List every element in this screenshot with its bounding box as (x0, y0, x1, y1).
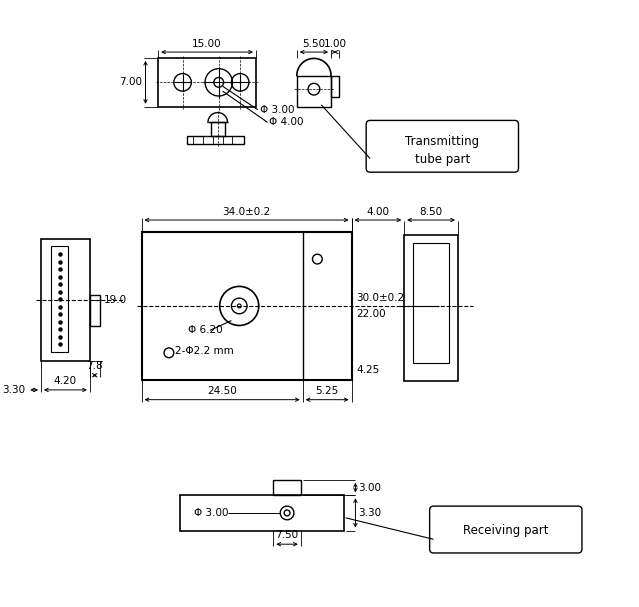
Text: 22.00: 22.00 (357, 309, 386, 319)
Text: 19.0: 19.0 (104, 294, 127, 305)
Text: 4.00: 4.00 (366, 207, 389, 217)
FancyBboxPatch shape (366, 120, 518, 172)
Text: Transmitting
tube part: Transmitting tube part (405, 135, 479, 166)
Bar (187, 136, 244, 144)
Bar (413, 243, 449, 362)
Text: Φ 6.20: Φ 6.20 (189, 325, 223, 335)
Text: Φ 3.00: Φ 3.00 (259, 104, 294, 115)
Text: 15.00: 15.00 (192, 39, 222, 49)
Text: 3.30: 3.30 (3, 385, 26, 395)
Text: Φ 4.00: Φ 4.00 (270, 117, 304, 127)
Bar (142, 232, 351, 380)
Text: 5.50: 5.50 (302, 39, 325, 49)
Text: 30.0±0.2: 30.0±0.2 (357, 293, 404, 303)
Text: 3.00: 3.00 (358, 483, 381, 492)
Bar (50, 246, 68, 352)
Text: 1.00: 1.00 (323, 39, 346, 49)
Bar (211, 123, 224, 136)
Text: 24.50: 24.50 (207, 386, 237, 396)
Bar (158, 58, 256, 107)
Bar (90, 295, 100, 327)
Text: Receiving part: Receiving part (463, 524, 548, 537)
Text: Φ 3.00: Φ 3.00 (194, 508, 229, 518)
Bar (180, 495, 344, 531)
Text: 7.8: 7.8 (86, 361, 103, 371)
Text: 3.30: 3.30 (358, 508, 381, 518)
Bar (41, 239, 90, 361)
Text: 34.0±0.2: 34.0±0.2 (222, 207, 271, 217)
Text: 7.50: 7.50 (275, 531, 298, 540)
Text: 2-Φ2.2 mm: 2-Φ2.2 mm (175, 346, 233, 356)
Bar (404, 235, 458, 381)
Bar (273, 480, 301, 495)
Text: 5.25: 5.25 (316, 386, 339, 396)
Text: 7.00: 7.00 (119, 77, 142, 87)
FancyBboxPatch shape (429, 506, 582, 553)
Text: 8.50: 8.50 (420, 207, 443, 217)
Text: 4.20: 4.20 (54, 376, 77, 386)
Bar (297, 75, 331, 107)
Text: 4.25: 4.25 (357, 365, 380, 375)
Bar (331, 75, 339, 97)
